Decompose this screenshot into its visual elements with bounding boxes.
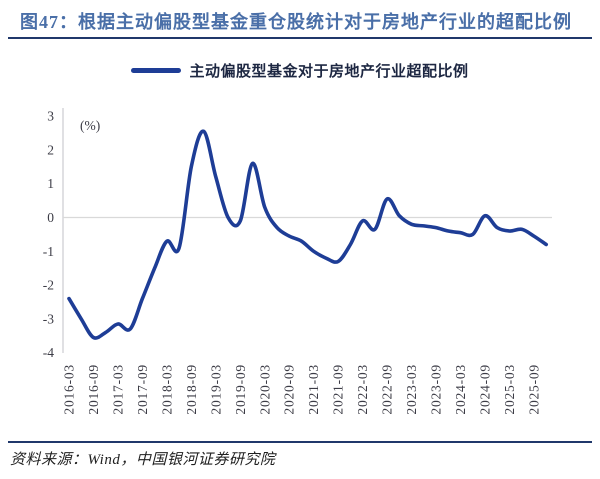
x-tick-label: 2020-09	[282, 364, 297, 415]
title-divider	[8, 37, 592, 39]
x-tick-label: 2023-09	[429, 364, 444, 415]
x-tick-label: 2020-03	[257, 364, 272, 415]
x-tick-label: 2018-09	[184, 364, 199, 415]
y-tick-label: -3	[43, 311, 54, 326]
y-tick-label: 0	[47, 210, 54, 225]
x-tick-label: 2025-03	[502, 364, 517, 415]
x-tick-label: 2016-03	[62, 364, 77, 415]
y-tick-label: -1	[43, 244, 54, 259]
x-tick-label: 2021-03	[306, 364, 321, 415]
legend-line-swatch	[131, 68, 182, 73]
x-tick-label: 2022-03	[355, 364, 370, 415]
line-chart: 3 2 1 0 -1 -2 -3 -4 (%) 2016-03 2016-09 2017-03 2017…	[43, 108, 552, 415]
y-tick-label: -2	[43, 278, 54, 293]
x-tick-label: 2022-09	[380, 364, 395, 415]
figure-title: 图47：根据主动偏股型基金重仓股统计对于房地产行业的超配比例	[20, 12, 572, 32]
series-line-overallocation-ratio	[67, 129, 548, 340]
source-note: 资料来源：Wind，中国银河证券研究院	[10, 452, 276, 468]
x-tick-label: 2019-03	[208, 364, 223, 415]
x-tick-label: 2018-03	[159, 364, 174, 415]
x-tick-label: 2023-03	[404, 364, 419, 415]
x-tick-label: 2017-09	[135, 364, 150, 415]
x-tick-label: 2016-09	[86, 364, 101, 415]
chart-legend: 主动偏股型基金对于房地产行业超配比例	[0, 60, 600, 81]
x-tick-label: 2021-09	[331, 364, 346, 415]
y-tick-label: 3	[47, 109, 54, 124]
y-tick-label: 2	[47, 142, 54, 157]
x-tick-label: 2019-09	[233, 364, 248, 415]
x-tick-label: 2024-03	[453, 364, 468, 415]
x-tick-label: 2017-03	[110, 364, 125, 415]
y-tick-label: 1	[47, 176, 54, 191]
y-tick-label: -4	[43, 345, 54, 360]
x-tick-label: 2025-09	[526, 364, 541, 415]
x-tick-label: 2024-09	[478, 364, 493, 415]
y-axis-unit-label: (%)	[80, 118, 100, 133]
footer-divider	[8, 441, 592, 443]
legend-label: 主动偏股型基金对于房地产行业超配比例	[189, 64, 469, 80]
